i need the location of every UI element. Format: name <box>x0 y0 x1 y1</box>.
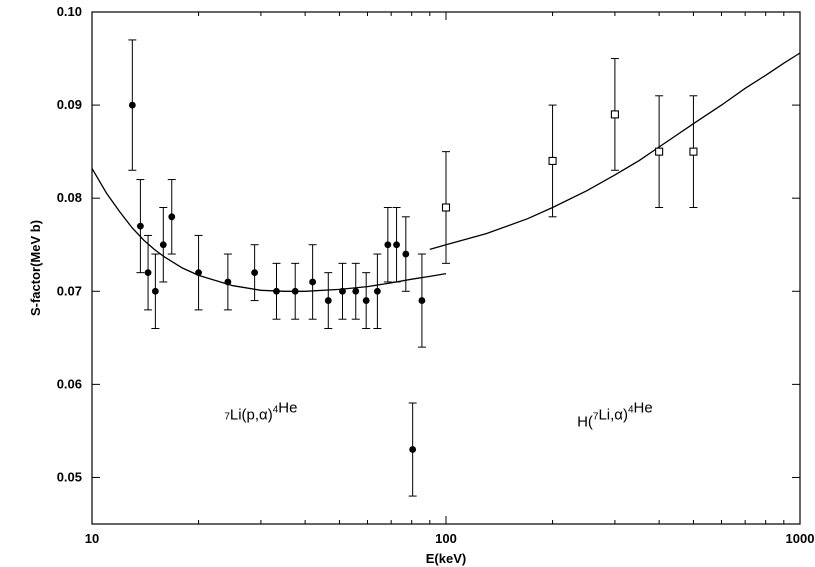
data-point-circle <box>339 287 346 295</box>
data-point-circle <box>128 101 136 109</box>
data-point-circle <box>384 241 392 249</box>
data-point-circle <box>409 446 417 453</box>
data-point-circle <box>168 213 176 221</box>
fit-curve-1 <box>91 168 447 292</box>
data-point-circle <box>373 287 381 295</box>
fit-curve-2 <box>429 52 801 251</box>
y-tick-label: 0.10 <box>57 4 82 19</box>
data-point-circle <box>224 278 232 286</box>
data-point-circle <box>151 287 159 295</box>
data-point-circle <box>291 287 299 295</box>
y-tick-label: 0.09 <box>57 97 82 112</box>
data-point-square <box>548 156 557 165</box>
data-point-circle <box>418 297 426 304</box>
data-point-square <box>441 203 451 212</box>
data-point-square <box>655 147 664 156</box>
data-point-square <box>610 110 619 119</box>
data-points <box>128 39 698 497</box>
data-point-circle <box>402 250 410 258</box>
y-tick-label: 0.08 <box>57 190 82 205</box>
y-tick-label: 0.07 <box>57 283 82 298</box>
x-tick-label: 100 <box>435 531 457 546</box>
data-point-circle <box>144 269 152 277</box>
x-axis-label: E(keV) <box>426 551 466 566</box>
y-tick-label: 0.05 <box>57 469 82 484</box>
data-point-circle <box>393 241 400 249</box>
data-point-circle <box>362 297 370 304</box>
y-tick-label: 0.06 <box>57 376 82 391</box>
y-axis-label: S-factor(MeV b) <box>28 220 43 316</box>
data-point-circle <box>273 287 280 295</box>
x-tick-label: 10 <box>85 531 99 546</box>
data-point-circle <box>136 222 144 230</box>
data-point-circle <box>251 269 259 277</box>
data-point-square <box>689 147 698 156</box>
data-point-circle <box>352 287 360 295</box>
axis-ticks: 0.05 0.06 0.07 0.08 0.09 0.10 10 100 1000 <box>57 4 815 546</box>
reaction-label: 7Li(p,α)4He <box>224 399 297 423</box>
data-point-circle <box>309 278 317 286</box>
fit-curves <box>91 52 801 292</box>
x-tick-label: 1000 <box>786 531 815 546</box>
reaction-annotations: 7Li(p,α)4He H(7Li,α)4He <box>224 399 652 430</box>
reaction-label: H(7Li,α)4He <box>577 399 653 430</box>
data-point-circle <box>159 241 167 249</box>
data-point-circle <box>324 297 332 304</box>
data-point-circle <box>195 269 202 277</box>
